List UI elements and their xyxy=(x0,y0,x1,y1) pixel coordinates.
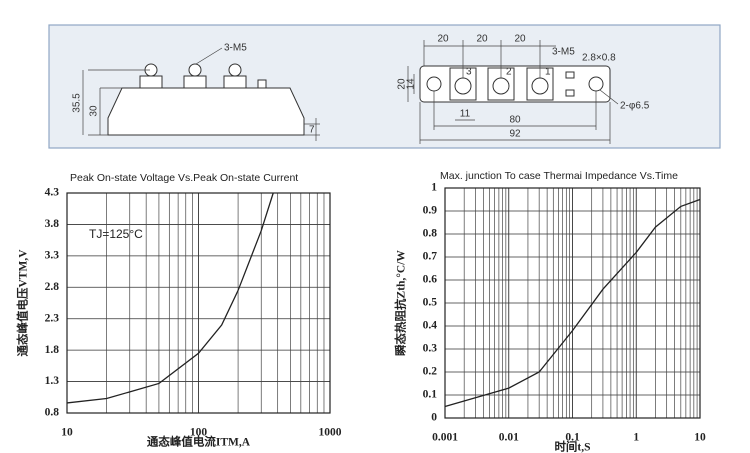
annotation: TJ=125°C xyxy=(89,227,143,241)
y-tick-label: 0.4 xyxy=(423,320,438,332)
y-tick-label: 0.8 xyxy=(45,407,60,419)
dim-label: 35.5 xyxy=(72,93,83,113)
dim-label: 3-M5 xyxy=(552,47,575,58)
y-tick-label: 3.8 xyxy=(45,218,60,230)
chart-title: Max. junction To case Thermai Impedance … xyxy=(440,170,678,182)
dim-label: 14 xyxy=(406,78,417,90)
dim-label: 20 xyxy=(437,34,449,45)
x-tick-label: 0.001 xyxy=(432,432,458,444)
dim-label: 2-φ6.5 xyxy=(620,101,650,112)
chart-title: Peak On-state Voltage Vs.Peak On-state C… xyxy=(70,172,298,184)
terminal-number: 3 xyxy=(466,67,472,78)
x-tick-label: 1 xyxy=(633,432,639,444)
dim-label: 30 xyxy=(89,105,100,117)
plot-frame xyxy=(444,187,701,419)
x-tick-label: 100 xyxy=(190,427,208,439)
y-tick-label: 0.8 xyxy=(423,228,438,240)
plot-frame xyxy=(66,192,331,414)
dim-label: 2.8×0.8 xyxy=(582,53,616,64)
dim-label: 20 xyxy=(397,78,408,90)
dim-label: 7 xyxy=(309,125,315,136)
x-axis-label: 通态峰值电流ITM,A xyxy=(147,435,251,449)
y-tick-label: 1.3 xyxy=(45,375,60,387)
y-tick-label: 1 xyxy=(431,182,437,194)
y-axis-label: 通态峰值电压VTM,V xyxy=(16,249,30,357)
y-tick-label: 3.3 xyxy=(45,249,60,261)
y-tick-label: 0 xyxy=(431,412,437,424)
x-axis-label: 时间t,S xyxy=(554,440,590,453)
data-line xyxy=(66,192,274,404)
data-line xyxy=(444,198,701,408)
dim-label: 20 xyxy=(514,34,526,45)
y-tick-label: 4.3 xyxy=(45,187,60,199)
dim-label: 92 xyxy=(509,129,521,140)
terminal-number: 2 xyxy=(506,67,512,78)
y-axis-label: 瞬态热阻抗Zth,°C/W xyxy=(394,250,408,356)
dim-label: 20 xyxy=(476,34,488,45)
dim-label: 80 xyxy=(509,115,521,126)
y-tick-label: 0.9 xyxy=(423,205,438,217)
y-tick-label: 0.7 xyxy=(423,251,438,263)
dim-label: 3-M5 xyxy=(224,43,247,54)
top-view: 20 20 20 3-M5 2.8×0.8 20 14 11 80 92 2-φ… xyxy=(397,34,650,144)
y-tick-label: 2.8 xyxy=(45,281,60,293)
x-tick-label: 10 xyxy=(694,432,706,444)
x-tick-label: 1000 xyxy=(319,427,342,439)
y-tick-label: 0.2 xyxy=(423,366,438,378)
dim-label: 11 xyxy=(460,109,471,120)
y-tick-label: 0.5 xyxy=(423,297,438,309)
x-tick-label: 0.01 xyxy=(499,432,519,444)
y-tick-label: 1.8 xyxy=(45,344,60,356)
x-tick-label: 10 xyxy=(61,427,73,439)
y-tick-label: 0.3 xyxy=(423,343,438,355)
y-tick-label: 0.1 xyxy=(423,389,438,401)
side-view: 3-M5 35.5 30 7 xyxy=(72,43,320,141)
terminal-number: 1 xyxy=(545,67,551,78)
y-tick-label: 0.6 xyxy=(423,274,438,286)
x-tick-label: 0.1 xyxy=(565,432,580,444)
y-tick-label: 2.3 xyxy=(45,312,60,324)
